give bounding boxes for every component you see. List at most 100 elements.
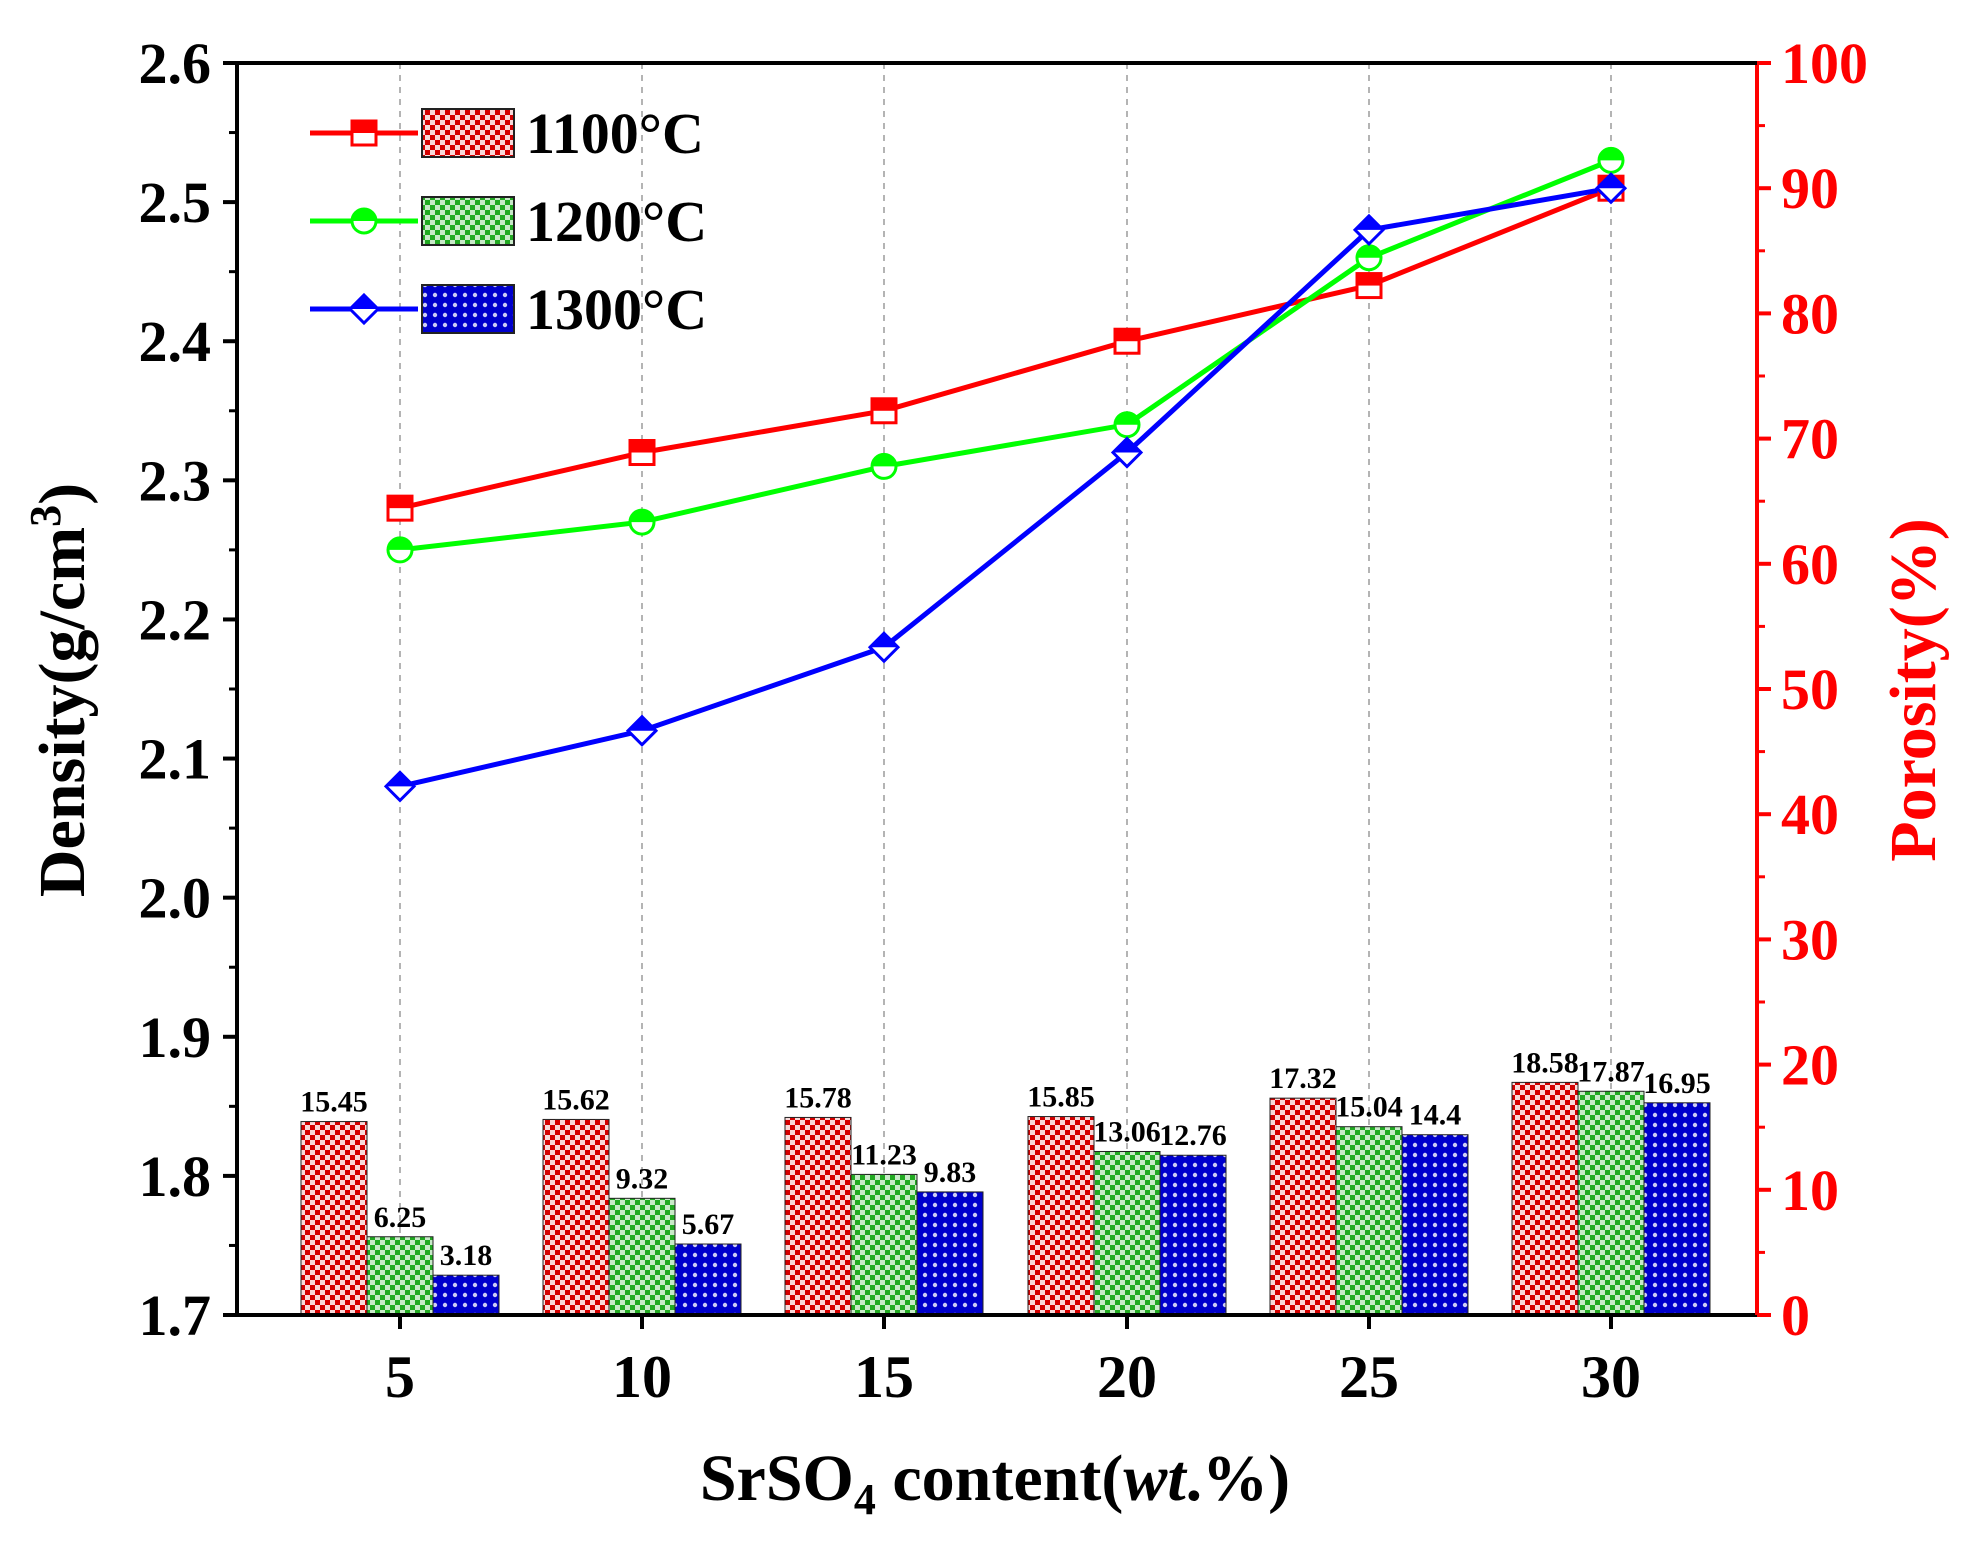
x-axis-title: SrSO4 content(wt.%) [700,1442,1290,1524]
point-s1300-15 [867,631,901,664]
point-s1200-10-fill [630,510,654,523]
line-s1300 [399,185,1612,789]
axes: 1.7 1.8 1.9 2.0 2.1 2.2 2.3 2.4 2.5 2.6 0 10 20 30 40 5… [139,31,1869,1410]
x-tick-label-30: 30 [1581,1344,1641,1410]
legend: 1100°C 1200°C 1300°C [310,101,707,342]
bar-label-s1200-30: 17.87 [1577,1055,1645,1088]
bar-label-s1300-10: 5.67 [682,1208,735,1241]
bar-s1200-25 [1335,1126,1403,1316]
x-axis-title-ital: wt [1123,1442,1187,1515]
bar-s1100-5 [300,1121,368,1316]
y-right-tick-label-20: 20 [1781,1033,1839,1098]
point-s1100-20-fill [1115,329,1139,342]
bar-label-s1200-10: 9.32 [616,1162,669,1195]
y-axis-left-title-pre: Density(g/cm [26,527,99,897]
x-axis-title-pre: SrSO [700,1442,854,1515]
y-right-tick-label-10: 10 [1781,1158,1839,1223]
point-s1200-15-fill [872,454,896,467]
point-s1200-20-fill [1115,412,1139,425]
legend-marker-s1100-fill [352,121,376,133]
bar-label-s1200-5: 6.25 [374,1201,427,1234]
bar-label-s1100-30: 18.58 [1511,1046,1579,1079]
bar-value-labels: 15.45 15.62 15.78 15.85 17.32 18.58 6.25 9.32 11… [300,1046,1711,1272]
y-left-tick-label-1.9: 1.9 [139,1005,212,1070]
x-tick-label-10: 10 [612,1344,672,1410]
line-s1200 [399,158,1612,553]
bar-s1300-10 [674,1243,742,1316]
point-s1300-30 [1594,172,1628,205]
bar-s1200-10 [608,1197,676,1316]
legend-label-s1300: 1300°C [526,277,707,342]
y-right-tick-label-90: 90 [1781,156,1839,221]
bar-label-s1200-25: 15.04 [1335,1091,1403,1124]
point-s1100-20 [1113,327,1141,355]
point-s1200-20 [1113,411,1141,439]
legend-marker-s1100 [350,119,378,147]
y-left-tick-label-1.7: 1.7 [139,1283,212,1348]
y-left-tick-label-2.1: 2.1 [139,727,212,792]
y-right-tick-label-80: 80 [1781,281,1839,346]
bar-s1200-30 [1577,1090,1645,1316]
point-s1100-5 [386,494,414,522]
point-s1300-25-fill [1355,215,1383,230]
bar-s1100-25 [1269,1097,1337,1316]
legend-swatch-s1200 [421,196,515,246]
bar-label-s1300-30: 16.95 [1643,1067,1711,1100]
point-s1300-15-fill [870,633,898,648]
point-s1300-25 [1352,213,1386,247]
bar-label-s1300-20: 12.76 [1159,1119,1227,1152]
point-s1100-10 [628,439,656,467]
bar-s1200-15 [850,1173,918,1316]
point-s1300-20 [1110,436,1144,469]
bar-label-s1100-15: 15.78 [784,1081,852,1114]
point-s1300-10 [625,714,659,747]
legend-swatch-s1100 [421,108,515,158]
point-s1200-25 [1355,244,1383,272]
bar-s1300-25 [1401,1134,1469,1316]
bar-label-s1200-15: 11.23 [851,1138,917,1171]
x-tick-label-15: 15 [854,1344,914,1410]
bar-s1300-20 [1159,1154,1227,1316]
line-s1100 [399,185,1612,511]
y-left-tick-label-2.3: 2.3 [139,448,212,513]
legend-marker-s1200 [350,207,378,235]
y-left-tick-label-1.8: 1.8 [139,1144,212,1209]
y-right-tick-label-40: 40 [1781,782,1839,847]
point-s1300-5-fill [386,772,414,787]
legend-label-s1200: 1200°C [526,189,707,254]
point-s1100-25 [1355,272,1383,300]
y-right-tick-label-60: 60 [1781,532,1839,597]
point-s1200-5 [386,536,414,564]
point-s1100-15-fill [872,398,896,411]
x-tick-label-5: 5 [385,1344,415,1410]
point-s1200-25-fill [1357,245,1381,258]
point-s1200-30 [1597,146,1625,174]
point-s1300-5 [383,770,417,803]
y-axis-left-title-post: ) [26,483,99,505]
bar-s1300-15 [916,1191,984,1316]
y-right-tick-label-70: 70 [1781,407,1839,472]
point-s1300-20-fill [1113,438,1141,453]
bar-label-s1300-15: 9.83 [924,1156,977,1189]
x-axis-title-sub: 4 [854,1475,876,1524]
y-left-tick-label-2.6: 2.6 [139,31,212,96]
legend-marker-s1200-fill [352,209,376,221]
x-tick-label-25: 25 [1339,1344,1399,1410]
y-right-tick-label-100: 100 [1781,31,1868,96]
legend-swatch-s1300 [421,284,515,334]
bar-s1300-30 [1643,1102,1711,1316]
y-axis-right-title: Porosity(%) [1877,518,1950,861]
bar-label-s1100-25: 17.32 [1269,1062,1337,1095]
point-s1100-15 [870,397,898,425]
bar-s1300-5 [432,1274,500,1316]
point-s1100-10-fill [630,440,654,453]
bar-label-s1300-25: 14.4 [1409,1099,1462,1132]
point-s1300-30-fill [1597,174,1625,189]
bar-label-s1100-20: 15.85 [1027,1081,1095,1114]
bar-s1100-20 [1027,1116,1095,1316]
bar-label-s1100-5: 15.45 [300,1086,368,1119]
y-left-tick-label-2.0: 2.0 [139,866,212,931]
bar-s1200-20 [1093,1150,1161,1316]
point-s1100-25-fill [1357,273,1381,286]
